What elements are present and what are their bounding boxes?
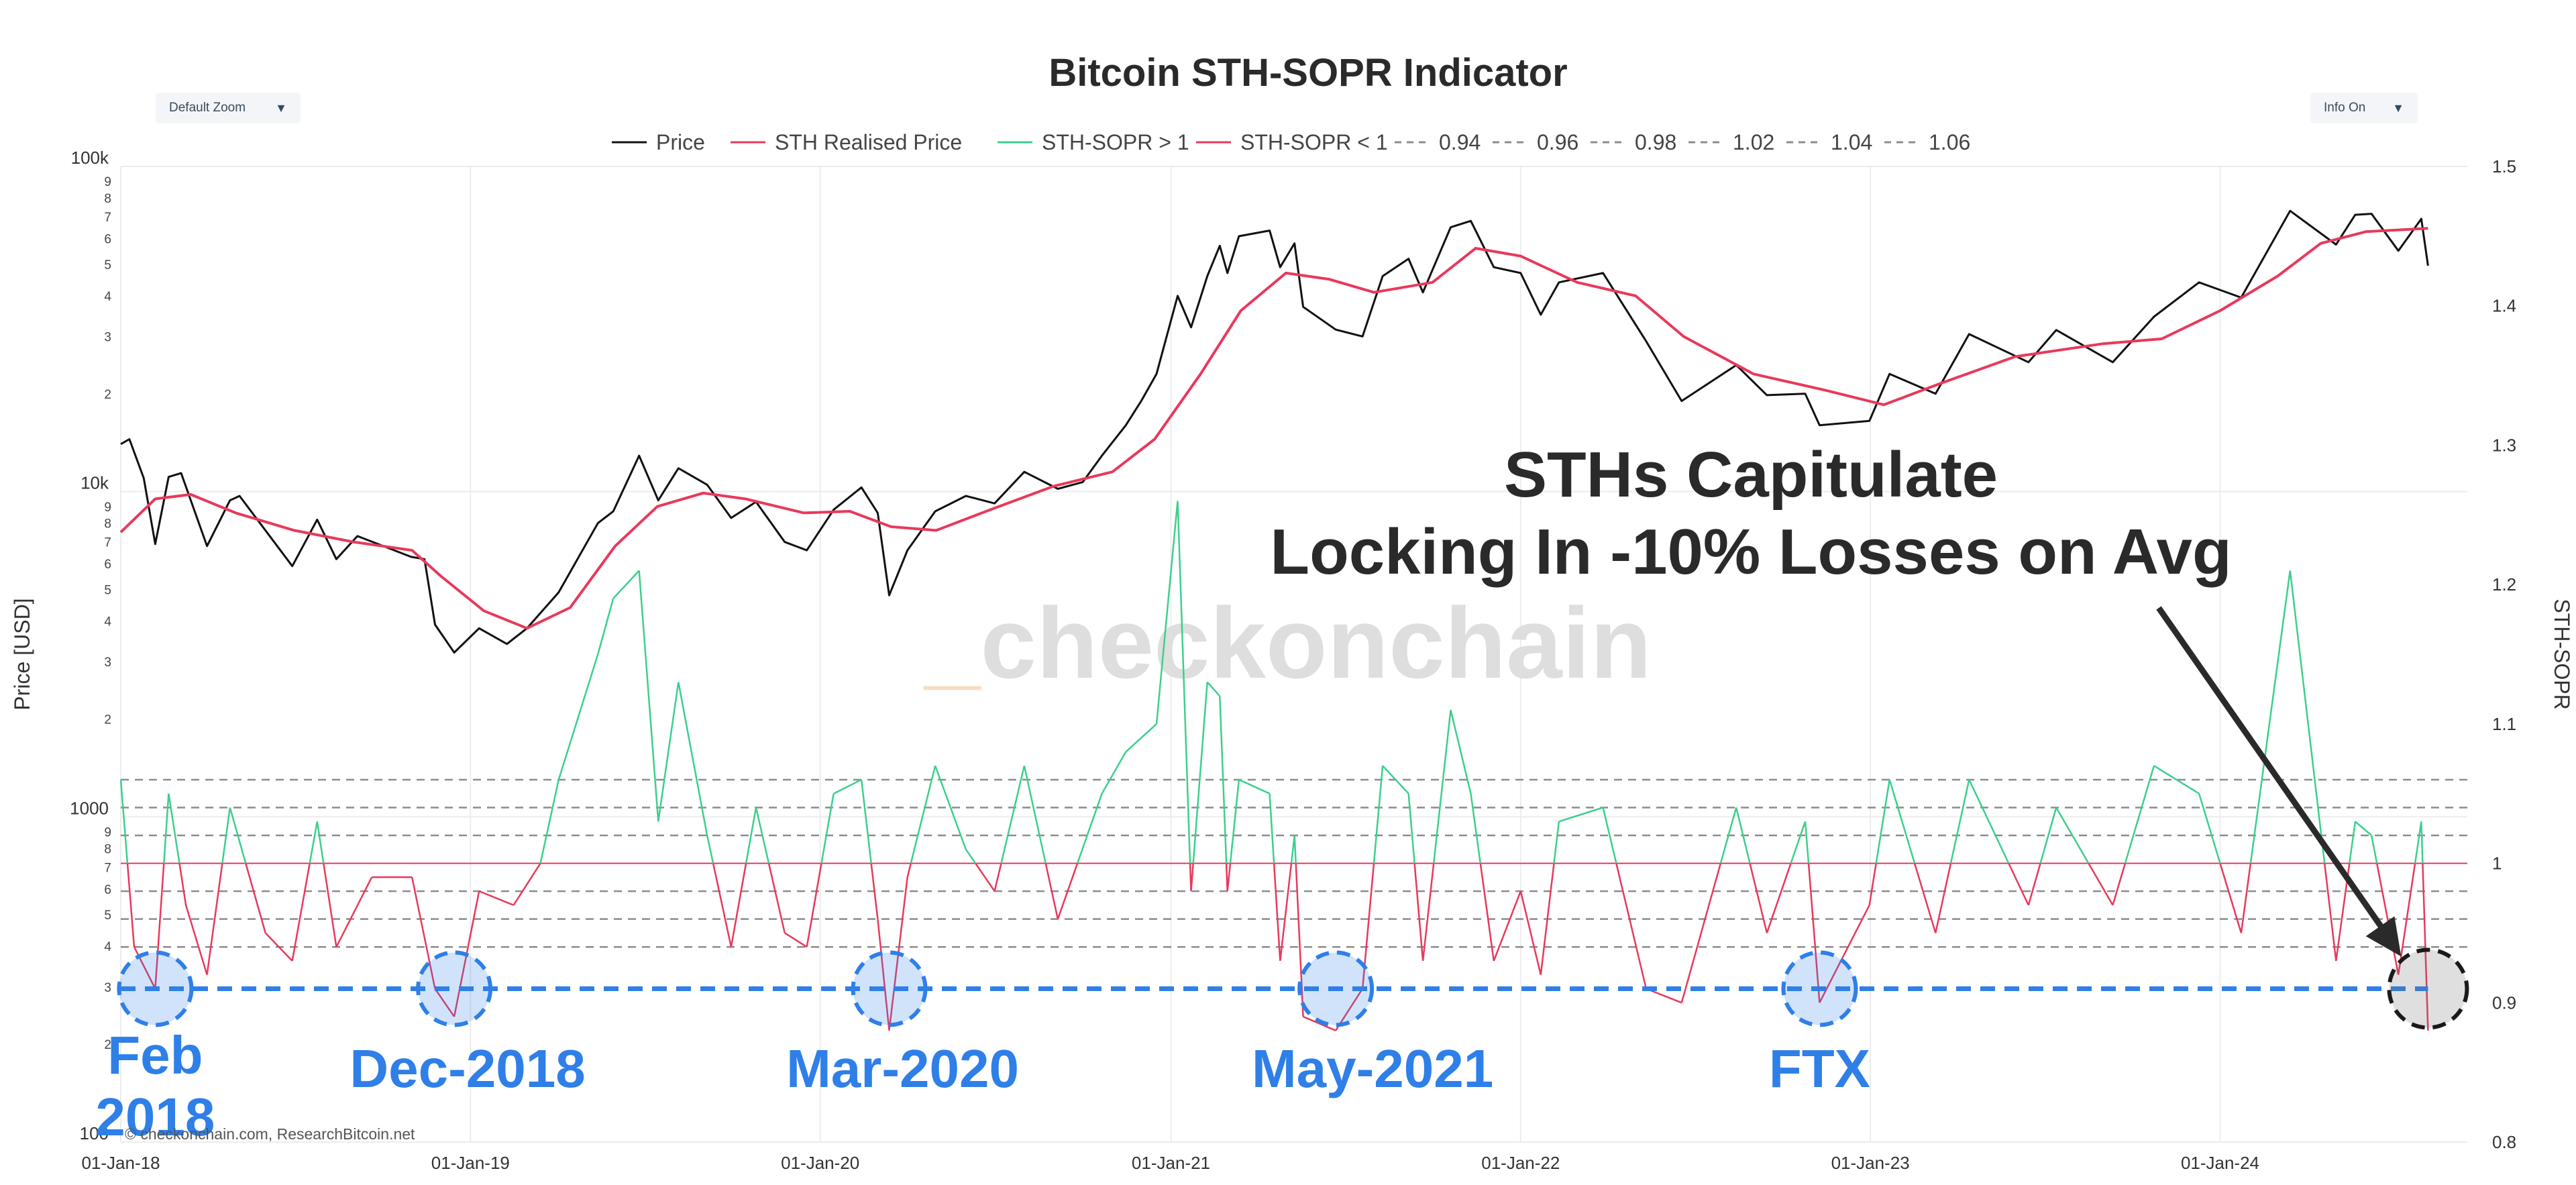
price-line <box>120 209 2429 654</box>
event-label-line: Feb <box>107 1025 203 1085</box>
y-left-minor-tick-label: 2 <box>104 713 111 727</box>
sopr-above-one-line <box>119 501 2424 864</box>
annotation-arrow <box>2156 606 2398 948</box>
y-left-minor-tick-label: 3 <box>104 330 111 344</box>
chart-legend: Price STH Realised Price STH-SOPR > 1 STH-S… <box>612 130 1970 154</box>
y-right-tick-label: 1.3 <box>2492 435 2516 455</box>
y-left-minor-tick-label: 8 <box>104 517 111 531</box>
y-right-axis-label: STH-SOPR <box>2550 599 2574 709</box>
event-highlight-circle <box>1297 950 1375 1027</box>
y-right-tick-label: 1.5 <box>2492 156 2516 176</box>
y-left-minor-tick-label: 6 <box>104 883 111 897</box>
event-label-line: Mar-2020 <box>786 1039 1019 1098</box>
y-left-minor-tick-label: 2 <box>104 1038 111 1052</box>
y-left-minor-tick-label: 7 <box>104 211 111 225</box>
y-left-minor-tick-label: 5 <box>104 909 111 923</box>
y-right-tick-label: 1.4 <box>2492 296 2516 316</box>
y-left-tick-label: 1000 <box>70 798 109 818</box>
y-left-tick-label: 10k <box>80 473 109 493</box>
event-label: Mar-2020 <box>786 1039 1019 1098</box>
event-highlight-circle <box>851 950 928 1027</box>
x-tick-label: 01-Jan-24 <box>2181 1153 2259 1173</box>
y-left-minor-tick-label: 3 <box>104 656 111 670</box>
y-right-tick-label: 1.2 <box>2492 574 2516 595</box>
y-left-minor-tick-label: 5 <box>104 584 111 598</box>
legend-label: STH Realised Price <box>775 130 962 154</box>
event-highlight-circle <box>1781 950 1858 1027</box>
y-left-minor-tick-label: 9 <box>104 175 111 189</box>
headline-annotation: STHs Capitulate Locking In -10% Losses o… <box>1270 439 2231 588</box>
x-tick-label: 01-Jan-19 <box>431 1153 510 1173</box>
chart-series <box>119 209 2429 1031</box>
chevron-down-icon: ▼ <box>2392 101 2404 115</box>
x-tick-label: 01-Jan-18 <box>81 1153 160 1173</box>
legend-label: 1.04 <box>1831 130 1872 154</box>
y-left-minor-tick-label: 8 <box>104 192 111 206</box>
x-tick-label: 01-Jan-22 <box>1481 1153 1560 1173</box>
event-label-line: Dec-2018 <box>350 1039 585 1098</box>
legend-label: STH-SOPR < 1 <box>1240 130 1388 154</box>
y-left-axis-label: Price [USD] <box>10 598 34 710</box>
event-highlight-circle <box>117 950 194 1027</box>
event-annotations: Feb 2018 Dec-2018 Mar-2020 May-2021 FTX <box>95 606 2469 1147</box>
y-left-minor-tick-label: 3 <box>104 981 111 995</box>
y-left-minor-tick-label: 9 <box>104 826 111 840</box>
sth-realised-price-line <box>119 227 2428 630</box>
info-dropdown[interactable]: Info On ▼ <box>2310 93 2418 123</box>
y-right-tick-label: 0.8 <box>2492 1132 2516 1152</box>
event-highlight-circle <box>416 950 493 1027</box>
chart-title: Bitcoin STH-SOPR Indicator <box>1049 51 1567 95</box>
y-left-tick-label: 100 <box>80 1123 109 1143</box>
y-right-tick-label: 1.1 <box>2492 714 2516 734</box>
y-right-tick-label: 1 <box>2492 854 2502 874</box>
y-left-minor-tick-label: 6 <box>104 233 111 247</box>
watermark-text: checkonchain <box>981 586 1652 699</box>
y-left-minor-tick-label: 9 <box>104 501 111 515</box>
event-label: Dec-2018 <box>350 1039 585 1098</box>
current-capitulation-marker <box>2387 947 2469 1030</box>
legend-label: 0.98 <box>1635 130 1676 154</box>
y-left-tick-label: 100k <box>71 148 109 168</box>
legend-label: 1.02 <box>1733 130 1774 154</box>
event-label-line: FTX <box>1769 1039 1870 1098</box>
y-left-minor-tick-label: 6 <box>104 558 111 572</box>
y-left-minor-tick-label: 7 <box>104 861 111 875</box>
chart-axes: 01-Jan-18 01-Jan-19 01-Jan-20 01-Jan-21 01-J… <box>10 148 2574 1173</box>
legend-label: STH-SOPR > 1 <box>1042 130 1189 154</box>
y-left-minor-tick-label: 4 <box>104 940 111 954</box>
y-left-minor-tick-label: 4 <box>104 615 111 629</box>
annotation-arrowhead <box>2365 916 2402 957</box>
source-text: © checkonchain.com, ResearchBitcoin.net <box>125 1125 415 1143</box>
event-label-line: May-2021 <box>1252 1039 1493 1098</box>
event-label: Feb 2018 <box>95 1025 215 1147</box>
legend-label: Price <box>656 130 705 154</box>
x-tick-label: 01-Jan-20 <box>781 1153 859 1173</box>
legend-label: 1.06 <box>1929 130 1970 154</box>
y-left-minor-tick-label: 8 <box>104 842 111 856</box>
headline-line-2: Locking In -10% Losses on Avg <box>1270 516 2231 588</box>
headline-line-1: STHs Capitulate <box>1504 439 1998 511</box>
chevron-down-icon: ▼ <box>275 101 287 115</box>
y-left-minor-tick-label: 7 <box>104 536 111 550</box>
x-tick-label: 01-Jan-23 <box>1831 1153 1910 1173</box>
y-left-minor-tick-label: 5 <box>104 258 111 272</box>
zoom-dropdown-label: Default Zoom <box>169 101 246 115</box>
watermark-prefix: _ <box>923 586 981 699</box>
event-label: May-2021 <box>1252 1039 1493 1098</box>
legend-label: 0.94 <box>1439 130 1481 154</box>
info-dropdown-label: Info On <box>2324 101 2366 115</box>
watermark: _checkonchain <box>923 586 1652 699</box>
zoom-dropdown[interactable]: Default Zoom ▼ <box>156 93 301 123</box>
legend-label: 0.96 <box>1537 130 1578 154</box>
event-label: FTX <box>1769 1039 1870 1098</box>
event-label-line: 2018 <box>95 1087 215 1147</box>
y-left-minor-tick-label: 2 <box>104 388 111 402</box>
y-left-minor-tick-label: 4 <box>104 290 111 304</box>
x-tick-label: 01-Jan-21 <box>1132 1153 1210 1173</box>
grid-lines <box>120 166 2467 1143</box>
y-right-tick-label: 0.9 <box>2492 992 2516 1013</box>
